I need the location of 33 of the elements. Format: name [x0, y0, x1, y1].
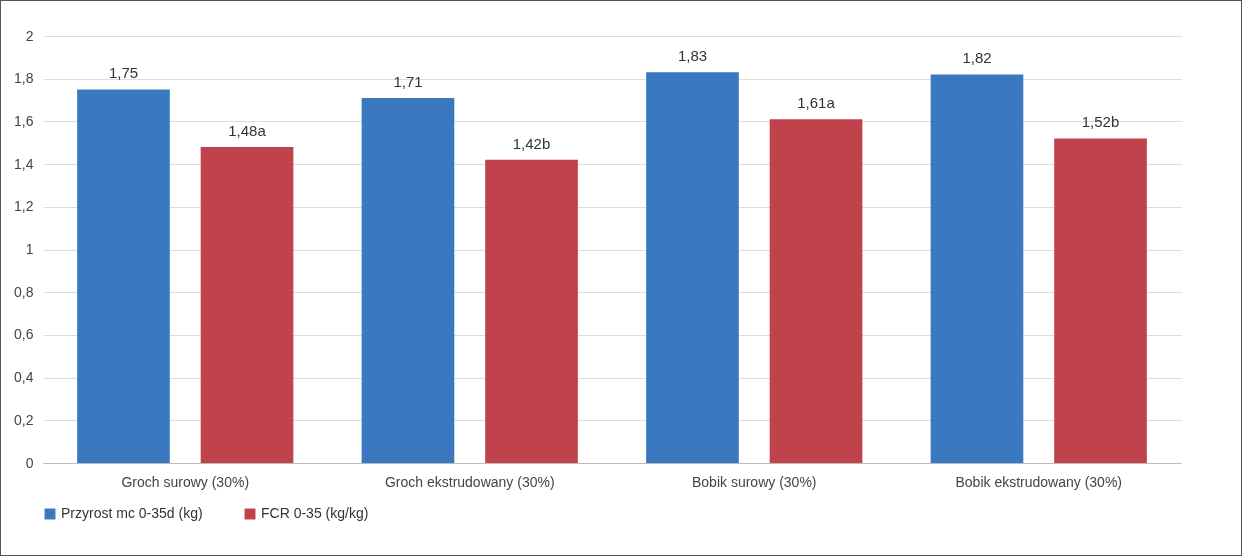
x-tick-label: Groch ekstrudowany (30%) — [384, 473, 555, 490]
y-tick-label: 1,8 — [14, 70, 34, 87]
y-tick-label: 0 — [25, 454, 34, 471]
y-tick-label: 1,2 — [14, 198, 34, 215]
data-label: 1,71 — [393, 72, 423, 90]
y-tick-label: 0,4 — [14, 369, 34, 386]
y-tick-label: 2 — [25, 27, 34, 44]
legend-label: Przyrost mc 0-35d (kg) — [61, 505, 203, 521]
y-tick-label: 1,4 — [14, 155, 34, 172]
data-label: 1,42b — [512, 134, 551, 152]
data-label: 1,82 — [962, 49, 992, 67]
x-tick-label: Groch surowy (30%) — [121, 473, 250, 490]
data-label: 1,75 — [108, 64, 139, 82]
bar — [485, 159, 578, 463]
y-tick-label: 0,2 — [14, 411, 34, 428]
bar — [77, 89, 170, 463]
data-label: 1,52b — [1081, 113, 1120, 131]
bar — [361, 97, 455, 463]
legend-label: FCR 0-35 (kg/kg) — [261, 505, 369, 521]
data-label: 1,83 — [677, 47, 708, 65]
x-tick-label: Bobik ekstrudowany (30%) — [955, 473, 1123, 490]
y-tick-label: 0,6 — [14, 326, 34, 343]
y-tick-label: 1,6 — [14, 112, 34, 129]
data-label: 1,61a — [797, 94, 836, 112]
y-tick-label: 1 — [25, 241, 34, 257]
bar — [769, 119, 863, 463]
bar — [930, 74, 1024, 463]
data-label: 1,48a — [228, 122, 267, 140]
x-tick-label: Bobik surowy (30%) — [692, 473, 817, 490]
y-tick-label: 0,8 — [14, 283, 34, 300]
bar — [200, 147, 294, 463]
bar — [1054, 138, 1147, 463]
bar — [646, 72, 739, 463]
